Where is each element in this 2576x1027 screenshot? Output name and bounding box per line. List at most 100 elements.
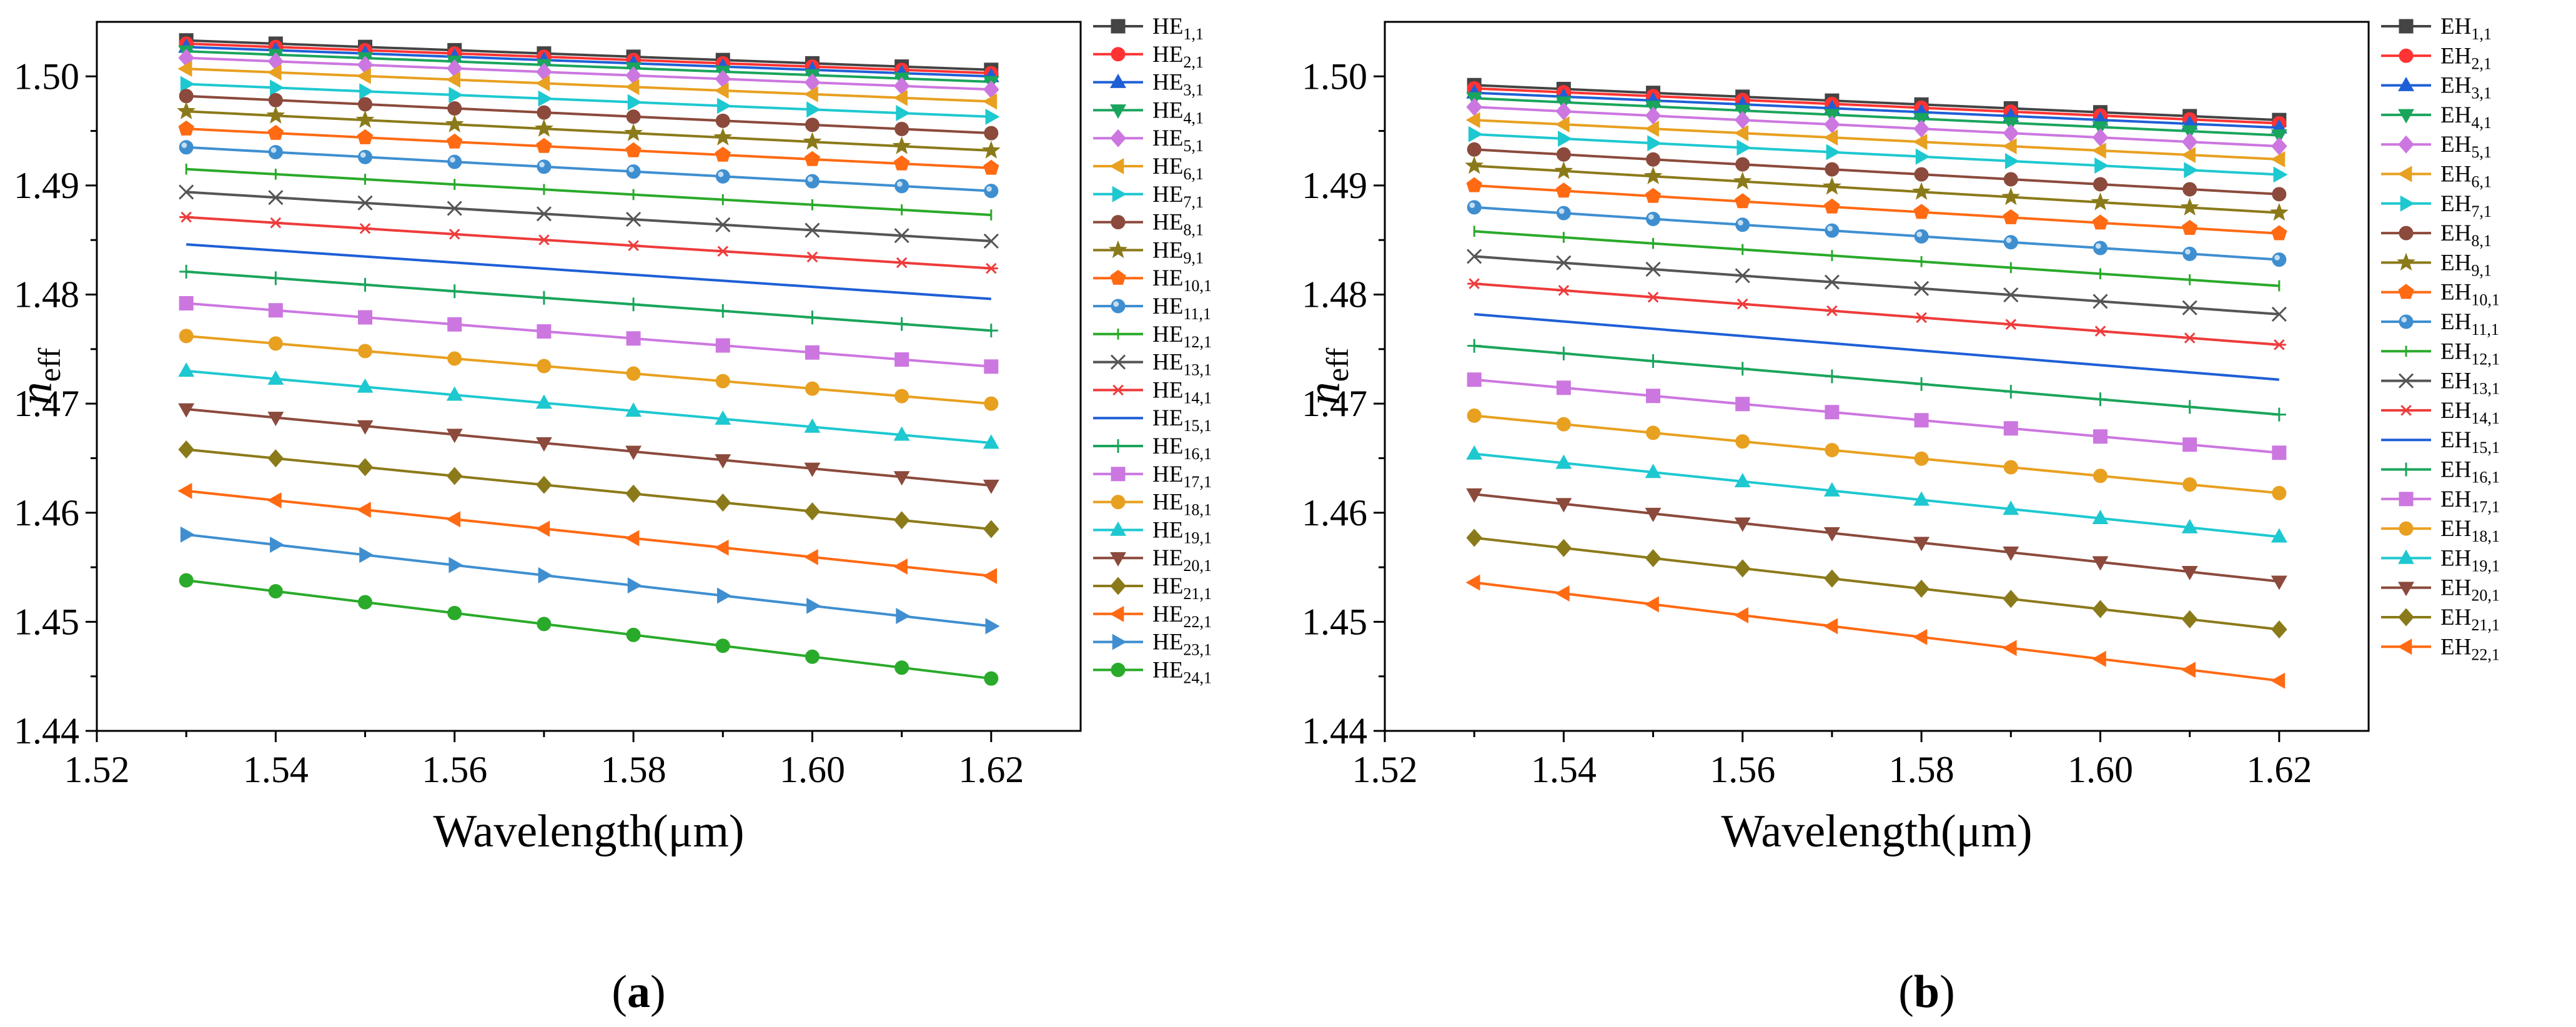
data-point	[1733, 171, 1752, 190]
data-point-highlight	[539, 162, 545, 167]
legend-label-subscript: 3,1	[1183, 81, 1204, 99]
data-point	[1556, 206, 1571, 221]
data-point	[2091, 650, 2106, 667]
data-point	[981, 141, 1001, 159]
data-point	[177, 101, 196, 119]
series-line	[1474, 230, 2279, 287]
legend-label-subscript: 17,1	[1183, 473, 1212, 491]
legend-label-subscript: 18,1	[2471, 527, 2500, 545]
data-point	[537, 234, 551, 246]
data-point	[2181, 662, 2196, 678]
legend-marker	[1110, 269, 1126, 285]
data-point	[1466, 177, 1482, 192]
series-HE14-1	[179, 211, 998, 274]
legend-entry: HE10,1	[1093, 265, 1212, 295]
x-axis-title: Wavelength(μm)	[433, 806, 744, 857]
legend-label-subscript: 7,1	[1183, 193, 1204, 211]
series-EH7-1	[1468, 126, 2288, 183]
legend-label-subscript: 18,1	[1183, 501, 1212, 519]
chart-panel-a: 1.52 1.54 1.56 1.58 1.60 1.62 1.44 1.45 1.46 1.47…	[11, 14, 1212, 1018]
data-point	[1823, 129, 1838, 146]
data-point	[1912, 182, 1931, 200]
series-line	[1474, 255, 2279, 315]
series-line	[186, 56, 991, 91]
data-point	[2269, 202, 2289, 221]
series-line	[186, 270, 991, 332]
legend-entry: HE1,1	[1093, 14, 1204, 43]
data-point	[1823, 482, 1840, 497]
data-point	[1825, 223, 1840, 238]
legend-label-prefix: HE	[1152, 182, 1183, 207]
data-point	[447, 201, 462, 216]
data-point	[2003, 287, 2019, 303]
data-point	[1557, 285, 1571, 296]
data-point	[535, 520, 550, 537]
data-point	[2093, 294, 2108, 309]
data-point	[2091, 142, 2106, 159]
x-tick-label: 1.58	[1889, 749, 1954, 790]
data-point-highlight	[2006, 237, 2012, 243]
data-point	[625, 142, 642, 157]
series-line	[1474, 206, 2279, 261]
data-point	[268, 190, 284, 206]
x-tick-label: 1.52	[1352, 749, 1418, 790]
data-point	[804, 462, 821, 477]
legend-marker	[2398, 373, 2414, 389]
legend-marker	[1110, 552, 1126, 567]
data-point	[983, 568, 998, 585]
x-tick-label: 1.60	[2068, 749, 2133, 790]
legend-label: EH3,1	[2440, 73, 2492, 102]
legend-label-prefix: HE	[1152, 265, 1183, 291]
data-point-highlight	[2095, 243, 2101, 249]
series-line	[1474, 282, 2279, 346]
data-point	[893, 471, 910, 486]
legend-label-prefix: HE	[1152, 434, 1183, 459]
legend-label: HE8,1	[1152, 210, 1204, 239]
data-point	[1646, 354, 1660, 369]
data-point	[2181, 610, 2198, 628]
data-point	[2003, 421, 2018, 436]
data-point-highlight	[1827, 226, 1833, 232]
legend-label: HE22,1	[1152, 602, 1212, 631]
legend-label: EH10,1	[2440, 280, 2500, 309]
series-line	[1474, 87, 2279, 125]
data-point	[535, 437, 552, 452]
data-point	[715, 217, 731, 232]
data-point	[2003, 172, 2018, 187]
legend-entry: EH10,1	[2381, 280, 2500, 309]
data-point	[2181, 518, 2198, 533]
data-point	[359, 83, 374, 100]
data-point	[804, 418, 821, 433]
legend-marker	[2398, 608, 2414, 627]
data-point	[358, 344, 373, 359]
legend-entry: EH17,1	[2381, 487, 2500, 516]
data-point	[715, 146, 731, 162]
y-axis-title: neff	[1299, 347, 1355, 405]
series-line	[186, 167, 991, 217]
data-point	[1824, 274, 1840, 290]
legend-entry: HE9,1	[1093, 237, 1204, 267]
data-point	[626, 211, 642, 227]
data-point	[358, 97, 373, 112]
legend-label: EH11,1	[2440, 309, 2499, 339]
data-point	[2181, 125, 2198, 140]
data-point	[448, 87, 463, 103]
data-point	[270, 537, 285, 553]
data-point	[2092, 556, 2109, 571]
data-point	[896, 105, 911, 122]
legend-entry: HE13,1	[1093, 350, 1212, 379]
data-point	[715, 338, 730, 353]
data-point	[1466, 445, 1483, 460]
legend-label-prefix: HE	[1152, 657, 1183, 683]
series-line	[186, 579, 992, 680]
data-point	[803, 86, 818, 102]
plot-frame	[96, 21, 1082, 732]
x-tick-label: 1.52	[64, 749, 130, 790]
data-point	[357, 420, 374, 435]
plot-area	[96, 21, 1082, 732]
legend-label: EH15,1	[2440, 427, 2500, 457]
data-point	[2093, 325, 2108, 337]
data-point	[445, 114, 464, 132]
series-line	[1474, 313, 2279, 381]
data-point	[355, 110, 375, 128]
